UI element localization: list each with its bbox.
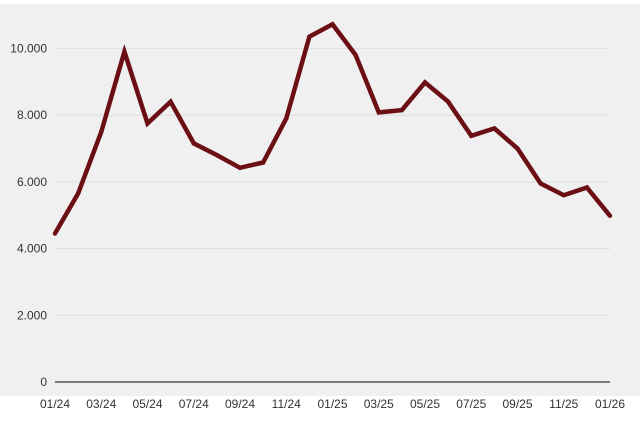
x-tick-label: 03/25 — [364, 397, 394, 411]
data-point — [469, 133, 474, 138]
x-tick-label: 09/25 — [502, 397, 532, 411]
x-tick-label: 07/24 — [179, 397, 209, 411]
data-point — [330, 22, 335, 27]
data-point — [607, 213, 613, 219]
x-tick-label: 05/25 — [410, 397, 440, 411]
y-tick-label: 8.000 — [17, 108, 47, 122]
data-point — [353, 52, 358, 58]
series-group — [52, 21, 613, 236]
x-tick-label: 01/24 — [40, 397, 70, 411]
data-point — [376, 110, 381, 115]
data-point — [214, 152, 220, 158]
x-tick-label: 03/24 — [86, 397, 116, 411]
x-tick-label: 01/25 — [317, 397, 347, 411]
data-point — [75, 191, 81, 196]
gridlines — [55, 47, 610, 316]
data-point — [399, 107, 405, 113]
x-tick-label: 11/24 — [272, 397, 301, 411]
data-point — [515, 146, 520, 151]
y-tick-label: 6.000 — [17, 175, 47, 189]
data-point — [584, 185, 590, 190]
x-tick-label: 01/26 — [595, 397, 625, 411]
x-tick-label: 05/24 — [132, 397, 162, 411]
data-point — [191, 141, 196, 146]
x-tick-label: 11/25 — [549, 397, 578, 411]
y-tick-label: 0 — [40, 375, 47, 389]
y-tick-label: 4.000 — [17, 242, 47, 256]
x-axis-labels: 01/24 03/24 05/24 07/24 09/24 11/24 01/25 03/25… — [40, 397, 625, 411]
data-point — [237, 165, 243, 171]
data-point — [445, 99, 451, 104]
data-point — [561, 192, 566, 198]
data-point — [122, 49, 127, 54]
data-point — [422, 80, 428, 85]
data-point — [307, 34, 312, 39]
data-point — [145, 121, 150, 126]
data-point — [538, 181, 543, 186]
plot-background — [0, 4, 640, 396]
data-point — [168, 99, 173, 104]
y-tick-label: 2.000 — [17, 308, 47, 322]
y-axis-labels: 0 2.000 4.000 6.000 8.000 10.000 — [10, 41, 47, 389]
data-point — [284, 116, 289, 121]
y-tick-label: 10.000 — [10, 41, 47, 55]
data-point — [260, 160, 266, 165]
data-point — [52, 231, 58, 236]
x-tick-label: 09/24 — [225, 397, 255, 411]
x-tick-label: 07/25 — [456, 397, 486, 411]
data-point — [99, 129, 104, 134]
data-point — [492, 126, 497, 131]
